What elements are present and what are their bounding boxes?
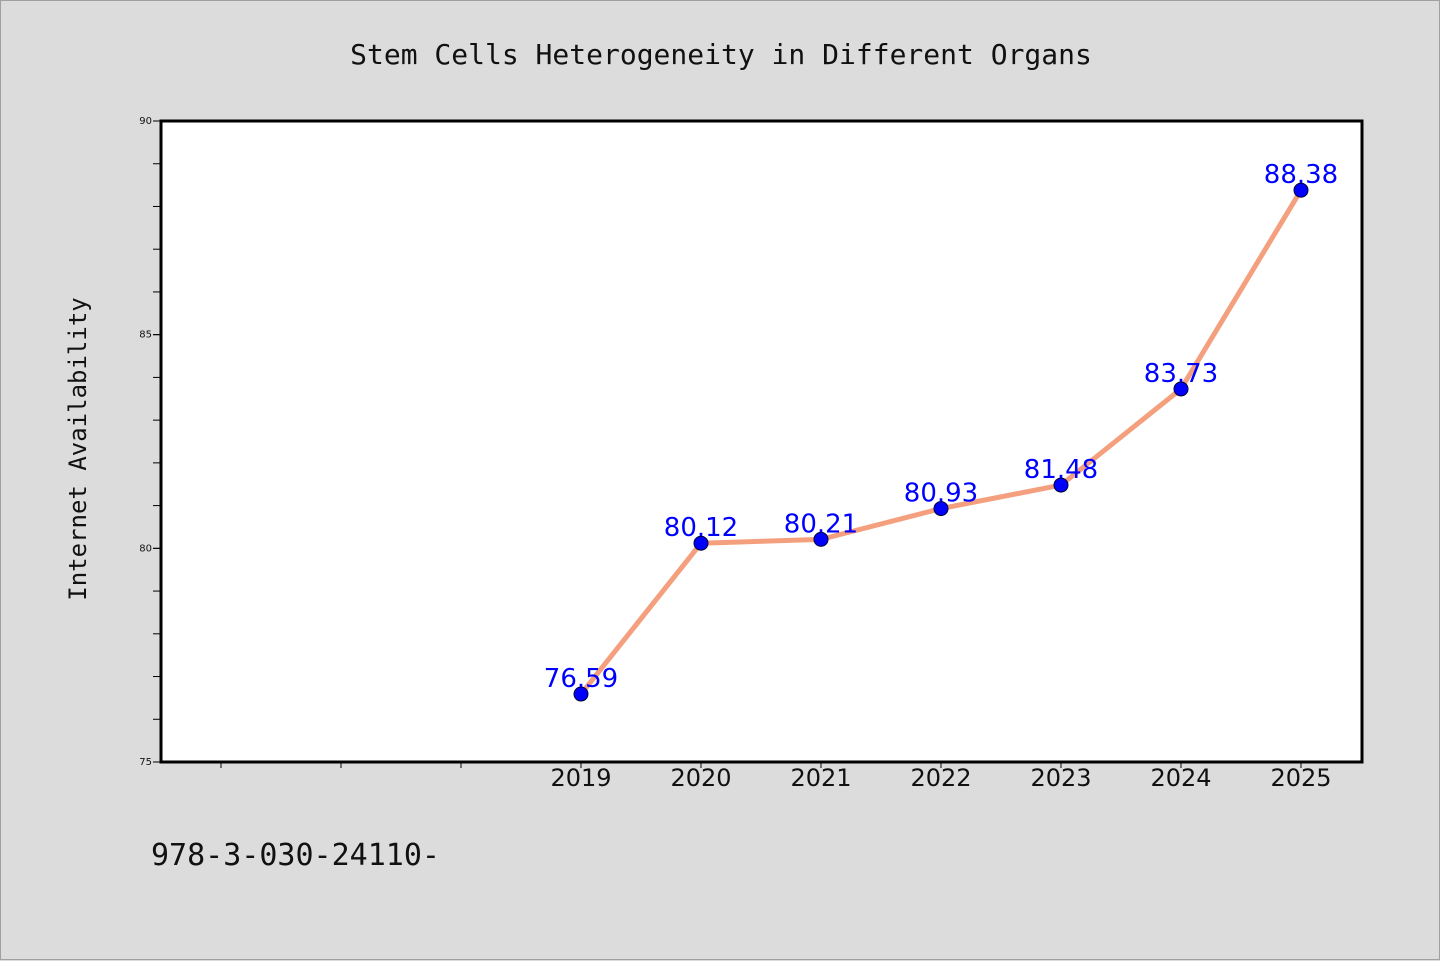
x-tick-label: 2022 — [910, 764, 971, 792]
data-point-marker — [1293, 182, 1309, 198]
chart-title: Stem Cells Heterogeneity in Different Or… — [350, 38, 1092, 71]
x-tick-label: 2019 — [550, 764, 611, 792]
plot-area — [159, 119, 1364, 764]
data-label: 80.93 — [904, 479, 978, 509]
x-tick-label: 2025 — [1270, 764, 1331, 792]
y-tick-label: 90 — [139, 116, 152, 127]
data-label: 81.48 — [1024, 455, 1098, 485]
x-tick-label: 2021 — [790, 764, 851, 792]
x-axis-ticks: 2019 2020 2021 2022 2023 2024 2025 — [220, 762, 1332, 792]
data-point-marker — [933, 501, 949, 517]
series-markers — [573, 182, 1309, 702]
y-axis-label: Internet Availability — [64, 297, 92, 600]
data-point-marker — [573, 686, 589, 702]
data-point-marker — [1173, 381, 1189, 397]
data-label: 80.12 — [664, 513, 738, 543]
data-point-marker — [813, 531, 829, 547]
y-tick-label: 75 — [139, 757, 152, 768]
data-label: 76.59 — [544, 664, 618, 694]
x-tick-label: 2024 — [1150, 764, 1211, 792]
y-tick-label: 85 — [139, 330, 152, 341]
x-tick-label: 2020 — [670, 764, 731, 792]
data-point-marker — [693, 535, 709, 551]
data-labels: 76.59 80.12 80.21 80.93 81.48 83.73 88.38 — [544, 160, 1338, 694]
footnote-text: 978-3-030-24110- — [151, 838, 440, 873]
data-label: 80.21 — [784, 509, 858, 539]
data-point-marker — [1053, 477, 1069, 493]
data-label: 88.38 — [1264, 160, 1338, 190]
y-tick-label: 80 — [139, 543, 152, 554]
data-label: 83.73 — [1144, 359, 1218, 389]
x-tick-label: 2023 — [1030, 764, 1091, 792]
y-axis-ticks: 75 80 85 90 — [139, 116, 161, 768]
